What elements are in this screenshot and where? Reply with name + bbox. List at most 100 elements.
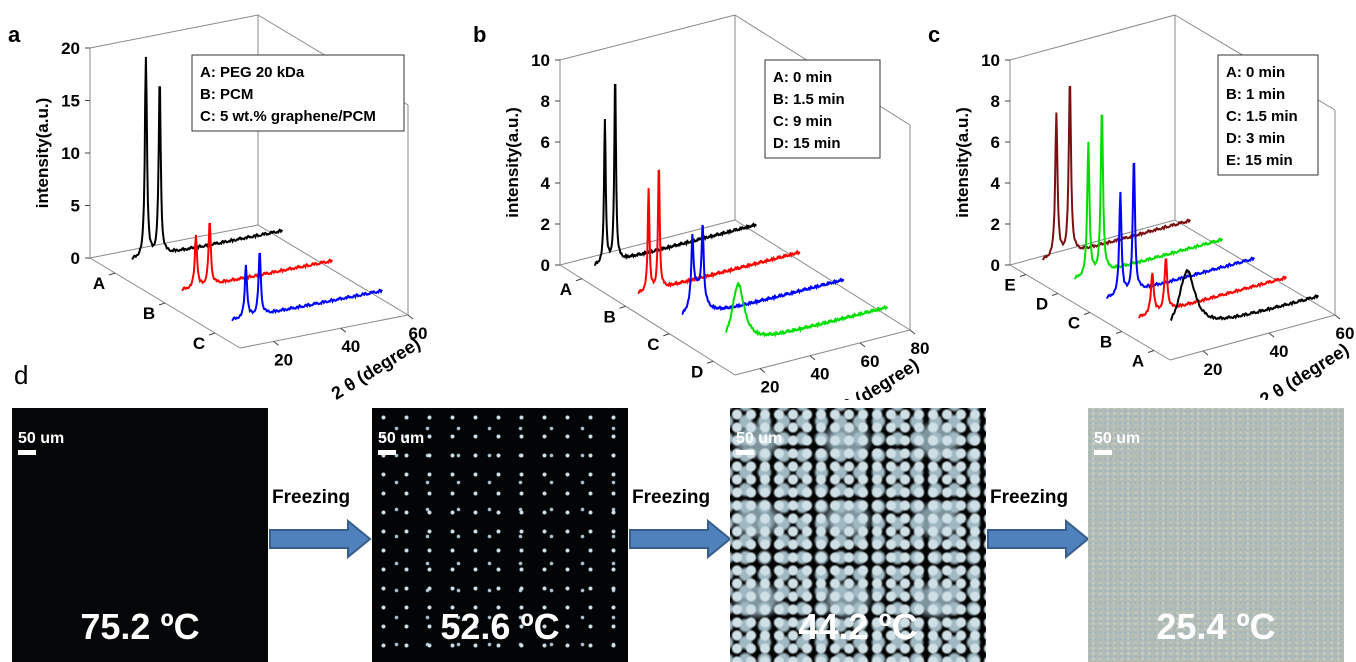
legend-entry: A: 0 min bbox=[1226, 64, 1285, 81]
arrow bbox=[987, 519, 1090, 559]
x-tick-label: 40 bbox=[811, 365, 830, 384]
legend-entry: E: 15 min bbox=[1226, 152, 1293, 169]
x-tick bbox=[909, 329, 916, 335]
depth-tick bbox=[1115, 331, 1123, 334]
temperature: 52.6 ºC bbox=[440, 606, 560, 647]
xrd-curve bbox=[231, 252, 384, 322]
legend-entry: A: 0 min bbox=[773, 69, 832, 86]
depth-tick bbox=[208, 332, 216, 336]
y-tick-label: 0 bbox=[71, 249, 80, 268]
x-tick-label: 60 bbox=[861, 352, 880, 371]
xrd-curve bbox=[681, 224, 845, 316]
panel-label: b bbox=[473, 22, 486, 47]
depth-label: D bbox=[1036, 295, 1048, 314]
axis-edge bbox=[559, 14, 736, 61]
micrograph: 50 um 25.4 ºC bbox=[1088, 408, 1344, 662]
legend-entry: B: 1 min bbox=[1226, 86, 1285, 103]
temperature: 25.4 ºC bbox=[1156, 606, 1276, 647]
y-tick-label: 15 bbox=[61, 92, 80, 111]
arrow-label: Freezing bbox=[990, 487, 1069, 508]
xrd-curve bbox=[1170, 268, 1320, 322]
axis-edge bbox=[1009, 219, 1176, 266]
xrd-curve bbox=[1042, 85, 1192, 261]
y-axis-label: intensity(a.u.) bbox=[503, 107, 522, 218]
depth-tick bbox=[108, 272, 116, 276]
x-tick bbox=[1202, 350, 1209, 356]
y-tick-label: 2 bbox=[991, 215, 1000, 234]
scale-label: 50 um bbox=[378, 430, 425, 447]
depth-tick bbox=[663, 333, 670, 337]
x-tick-label: 60 bbox=[1336, 324, 1355, 343]
scale-bar bbox=[736, 450, 754, 455]
y-tick-label: 6 bbox=[991, 133, 1000, 152]
arrow bbox=[269, 519, 372, 559]
scale-label: 50 um bbox=[1094, 430, 1141, 447]
depth-tick bbox=[1147, 350, 1155, 353]
y-tick-label: 10 bbox=[531, 51, 550, 70]
legend-box bbox=[1217, 54, 1319, 176]
arrow-shape bbox=[269, 519, 372, 559]
y-tick-label: 8 bbox=[541, 92, 550, 111]
x-tick-label: 40 bbox=[341, 337, 360, 356]
scale-bar bbox=[378, 450, 396, 455]
x-tick bbox=[1334, 314, 1341, 320]
depth-label: E bbox=[1004, 276, 1015, 295]
legend-entry: B: 1.5 min bbox=[773, 91, 845, 108]
x-tick-label: 20 bbox=[1204, 360, 1223, 379]
legend-entry: C: 9 min bbox=[773, 113, 832, 130]
xrd-curve bbox=[593, 84, 757, 267]
temperature: 75.2 ºC bbox=[80, 606, 200, 647]
x-tick-label: 40 bbox=[1270, 342, 1289, 361]
arrow-shape bbox=[629, 519, 732, 559]
legend-entry: C: 1.5 min bbox=[1226, 108, 1298, 125]
scale-label: 50 um bbox=[736, 430, 783, 447]
legend-entry: A: PEG 20 kDa bbox=[200, 64, 305, 81]
xrd-curve bbox=[637, 169, 801, 295]
panel-label: c bbox=[928, 22, 940, 47]
x-tick bbox=[407, 314, 414, 320]
axis-edge bbox=[239, 314, 409, 349]
axis-edge bbox=[734, 329, 911, 376]
y-tick-label: 2 bbox=[541, 215, 550, 234]
x-tick-label: 60 bbox=[409, 324, 428, 343]
y-tick-label: 4 bbox=[991, 174, 1001, 193]
axis-edge bbox=[1169, 314, 1336, 361]
axis-edge bbox=[734, 219, 911, 331]
y-tick-label: 8 bbox=[991, 92, 1000, 111]
y-tick-label: 6 bbox=[541, 133, 550, 152]
x-tick bbox=[340, 327, 347, 333]
micrograph: 50 um 75.2 ºC bbox=[12, 408, 268, 662]
depth-label: A bbox=[1132, 352, 1144, 371]
legend-box bbox=[764, 59, 881, 159]
depth-tick bbox=[1019, 274, 1027, 277]
axis-edge bbox=[257, 224, 409, 316]
y-axis-label: intensity(a.u.) bbox=[953, 107, 972, 218]
legend-entry: D: 3 min bbox=[1226, 130, 1285, 147]
temperature: 44.2 ºC bbox=[798, 606, 918, 647]
y-tick-label: 5 bbox=[71, 197, 80, 216]
x-tick-label: 20 bbox=[761, 378, 780, 397]
axis-edge bbox=[89, 14, 259, 49]
axis-edge bbox=[1009, 14, 1176, 61]
panel-label: a bbox=[8, 22, 21, 47]
depth-label: C bbox=[1068, 314, 1080, 333]
y-tick-label: 10 bbox=[61, 144, 80, 163]
panel-label: d bbox=[14, 360, 29, 390]
scale-bar bbox=[1094, 450, 1112, 455]
xrd-curve bbox=[181, 222, 334, 292]
depth-label: B bbox=[143, 304, 155, 323]
depth-label: B bbox=[1100, 333, 1112, 352]
y-tick-label: 4 bbox=[541, 174, 551, 193]
xrd-curve bbox=[1074, 114, 1224, 280]
legend-entry: D: 15 min bbox=[773, 135, 841, 152]
micrograph: 50 um 44.2 ºC bbox=[730, 408, 986, 662]
depth-label: C bbox=[193, 334, 205, 353]
axis-edge bbox=[89, 224, 259, 259]
depth-tick bbox=[1083, 312, 1091, 315]
scale-label: 50 um bbox=[18, 430, 65, 447]
x-tick-label: 20 bbox=[274, 350, 293, 369]
x-tick bbox=[759, 368, 766, 373]
depth-tick bbox=[706, 360, 714, 364]
